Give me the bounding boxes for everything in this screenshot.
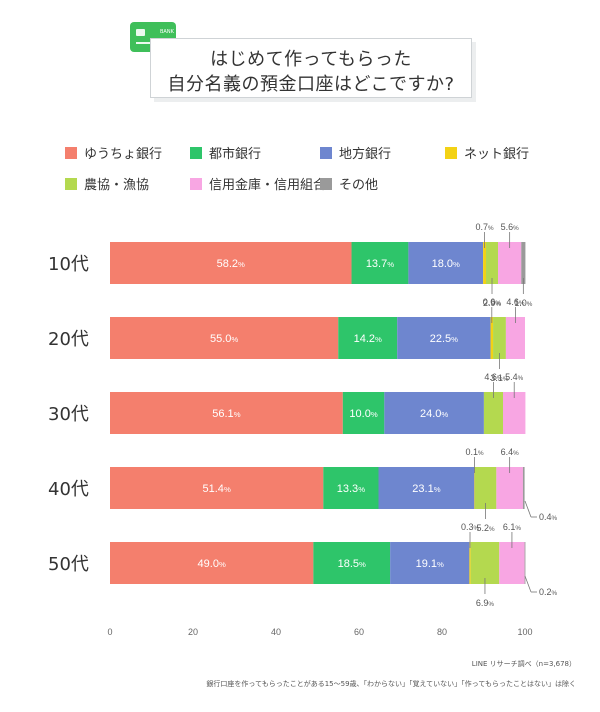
data-label: 14.2%	[354, 333, 382, 345]
data-label: 18.5%	[338, 558, 366, 570]
category-label: 40代	[48, 479, 89, 500]
legend-label: 信用金庫・信用組合	[209, 177, 326, 193]
category-label: 20代	[48, 329, 89, 350]
callout-label: 6.4%	[501, 447, 520, 457]
bar-segment	[390, 542, 470, 584]
bar-segment	[470, 542, 500, 584]
legend-label: ネット銀行	[464, 147, 529, 162]
bar-segment	[522, 467, 525, 509]
legend-label: 農協・漁協	[84, 178, 149, 193]
bar-segment	[524, 542, 526, 584]
legend-swatch	[65, 178, 77, 190]
legend-swatch	[320, 147, 332, 159]
bar-segment	[351, 242, 409, 284]
legend-swatch	[320, 178, 332, 190]
data-label: 13.7%	[366, 258, 394, 270]
x-tick-label: 40	[271, 627, 281, 637]
callout-label: 0.6%	[483, 297, 502, 307]
data-label: 10.0%	[349, 408, 377, 420]
bar-segment	[493, 317, 506, 359]
callout-label: 0.1%	[466, 447, 485, 457]
bar-segment	[474, 467, 475, 509]
chart-title-line1: はじめて作ってもらった	[210, 49, 412, 70]
chart-title-box: はじめて作ってもらった 自分名義の預金口座はどこですか?	[150, 38, 472, 98]
bar-segment	[323, 467, 379, 509]
bar-segment	[110, 542, 314, 584]
data-label: 22.5%	[430, 333, 458, 345]
data-label: 18.0%	[432, 258, 460, 270]
callout-label: 3.1%	[490, 373, 509, 383]
callout-label: 1.0%	[514, 298, 533, 308]
bar-segment	[342, 392, 385, 434]
callout-label: 6.9%	[476, 598, 495, 608]
legend-swatch	[65, 147, 77, 159]
data-label: 51.4%	[203, 483, 231, 495]
bar-segment	[521, 242, 526, 284]
bar-segment	[469, 542, 471, 584]
callout-label: 0.4%	[539, 512, 558, 522]
data-label: 19.1%	[416, 558, 444, 570]
bar-segment	[505, 317, 525, 359]
bar-segment	[384, 392, 484, 434]
data-label: 23.1%	[412, 483, 440, 495]
callout-leader	[524, 500, 532, 518]
bar-segment	[483, 242, 486, 284]
legend-label: その他	[339, 178, 378, 193]
callout-label: 0.7%	[475, 222, 494, 232]
legend-label: 地方銀行	[339, 146, 391, 162]
callout-label: 0.2%	[539, 587, 558, 597]
x-tick-label: 60	[354, 627, 364, 637]
legend-swatch	[445, 147, 457, 159]
callout-label: 5.2%	[477, 523, 496, 533]
bar-segment	[110, 242, 352, 284]
callout-leader	[524, 575, 532, 593]
callout-label: 6.1%	[503, 522, 522, 532]
legend-label: 都市銀行	[209, 146, 261, 162]
footnote: 銀行口座を作ってもらったことがある15～59歳、「わからない」「覚えていない」「…	[206, 680, 576, 688]
bar-segment	[499, 542, 525, 584]
bar-segment	[338, 317, 398, 359]
category-label: 30代	[48, 404, 89, 425]
x-tick-label: 100	[517, 627, 532, 637]
bar-segment	[490, 317, 494, 359]
bar-segment	[496, 467, 523, 509]
callout-label: 2.9%	[483, 298, 502, 308]
data-label: 24.0%	[420, 408, 448, 420]
callout-label: 5.6%	[501, 222, 520, 232]
bar-segment	[110, 392, 343, 434]
callout-label: 0.3%	[461, 522, 480, 532]
legend-swatch	[190, 178, 202, 190]
data-label: 49.0%	[198, 558, 226, 570]
bar-segment	[397, 317, 491, 359]
bar-segment	[503, 392, 526, 434]
x-tick-label: 20	[188, 627, 198, 637]
bar-segment	[378, 467, 475, 509]
callout-label: 4.6%	[484, 372, 503, 382]
bar-segment	[408, 242, 484, 284]
legend-label: ゆうちょ銀行	[84, 147, 162, 162]
bar-segment	[474, 467, 497, 509]
data-label: 55.0%	[210, 333, 238, 345]
data-label: 13.3%	[337, 483, 365, 495]
bar-segment	[483, 392, 504, 434]
bar-segment	[313, 542, 391, 584]
x-tick-label: 80	[437, 627, 447, 637]
legend-swatch	[190, 147, 202, 159]
bar-segment	[498, 242, 522, 284]
card-icon-text: BANK	[160, 29, 175, 35]
category-label: 10代	[48, 254, 89, 275]
data-label: 58.2%	[217, 258, 245, 270]
x-tick-label: 0	[107, 627, 112, 637]
bar-segment	[110, 467, 324, 509]
source-note: LINE リサーチ調べ（n=3,678）	[471, 660, 576, 668]
chart-title-line2: 自分名義の預金口座はどこですか?	[167, 74, 455, 95]
callout-label: 4.6%	[506, 297, 525, 307]
category-label: 50代	[48, 554, 89, 575]
callout-label: 5.4%	[505, 372, 524, 382]
bar-segment	[110, 317, 339, 359]
data-label: 56.1%	[212, 408, 240, 420]
bar-segment	[485, 242, 499, 284]
